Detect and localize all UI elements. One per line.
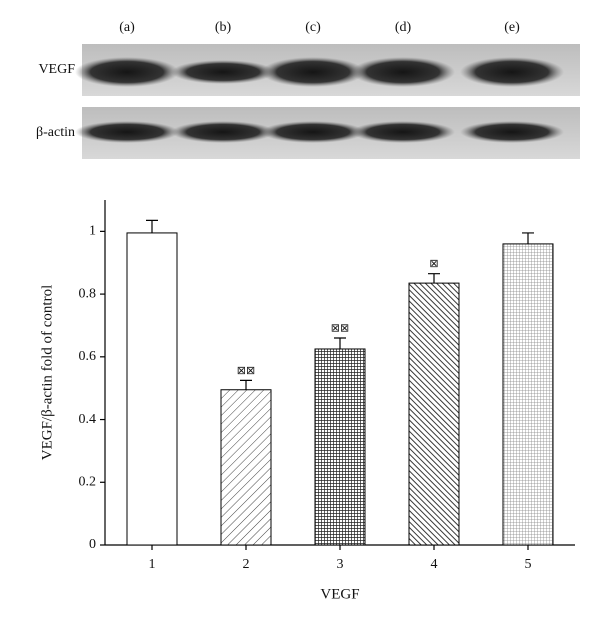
significance-mark: ⊠⊠ xyxy=(331,323,349,335)
x-tick-label: 5 xyxy=(525,557,532,572)
blot-row-label: β-actin xyxy=(36,125,75,140)
blot-lane-label: (d) xyxy=(395,20,412,35)
blot-lane-label: (b) xyxy=(215,20,232,35)
significance-mark: ⊠⊠ xyxy=(237,365,255,377)
x-axis-label: VEGF xyxy=(320,586,359,602)
error-bar xyxy=(146,219,158,233)
y-axis-label: VEGF/β-actin fold of control xyxy=(39,285,55,461)
x-tick-label: 2 xyxy=(243,557,250,572)
x-tick-label: 4 xyxy=(431,557,438,572)
blot-row-label: VEGF xyxy=(38,62,75,77)
blot-lane-label: (e) xyxy=(504,20,520,35)
blot-band xyxy=(460,121,564,143)
blot-lane-label: (a) xyxy=(119,20,135,35)
y-tick-label: 0.2 xyxy=(79,474,97,489)
x-tick-label: 3 xyxy=(337,557,344,572)
bar xyxy=(126,232,178,546)
bar xyxy=(502,243,554,546)
blot-band xyxy=(261,121,365,143)
blot-band xyxy=(171,121,275,143)
blot-band xyxy=(460,57,564,87)
y-tick-label: 0.4 xyxy=(79,412,97,427)
y-tick-label: 0.8 xyxy=(79,286,97,301)
blot-band xyxy=(75,121,179,143)
blot-band xyxy=(351,57,455,87)
blot xyxy=(75,44,580,159)
error-bar xyxy=(334,337,346,349)
error-bar xyxy=(428,273,440,284)
blot-band xyxy=(261,57,365,87)
x-tick-label: 1 xyxy=(149,557,156,572)
bar xyxy=(220,389,272,546)
blot-band xyxy=(351,121,455,143)
significance-mark: ⊠ xyxy=(429,258,438,270)
error-bar xyxy=(522,232,534,244)
blot-lane-label: (c) xyxy=(305,20,321,35)
y-tick-label: 1 xyxy=(89,224,96,239)
blot-band xyxy=(75,57,179,87)
y-tick-label: 0 xyxy=(89,537,96,552)
blot-band xyxy=(171,60,275,84)
y-tick-label: 0.6 xyxy=(79,349,97,364)
bar xyxy=(314,348,366,546)
error-bar xyxy=(240,379,252,390)
bar xyxy=(408,282,460,546)
